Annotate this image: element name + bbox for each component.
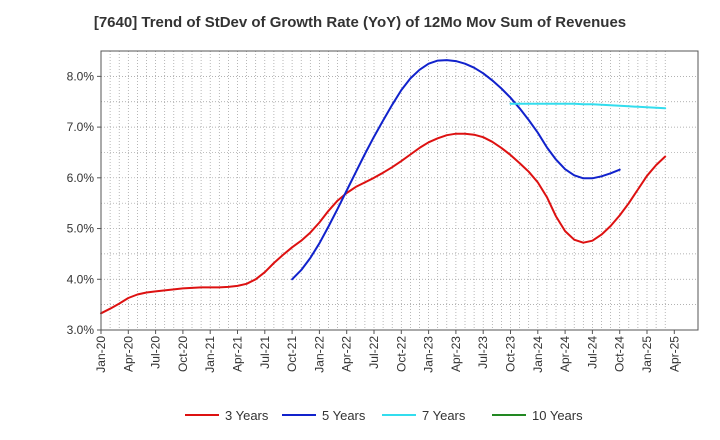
x-axis: Jan-20 Apr-20 Jul-20 Oct-20 Jan-21 Apr-21 Jul-… [94,330,681,373]
x-tick-label: Jul-21 [258,336,272,369]
x-tick-label: Jan-25 [640,336,654,373]
x-tick-label: Jul-22 [367,336,381,369]
x-tick-label: Apr-25 [667,336,681,372]
x-tick-label: Oct-23 [504,336,518,372]
chart-title: [7640] Trend of StDev of Growth Rate (Yo… [93,14,627,31]
x-tick-label: Jan-24 [531,336,545,373]
x-tick-label: Apr-21 [231,336,245,372]
series-line-7-years [509,102,667,110]
y-tick-label: 8.0% [67,69,95,83]
y-tick-label: 4.0% [67,272,95,286]
x-tick-label: Jul-24 [585,336,599,369]
series-line-5-years [291,59,621,281]
x-tick-label: Jan-22 [312,336,326,373]
x-tick-label: Jul-20 [149,336,163,369]
x-tick-label: Apr-23 [449,336,463,372]
y-tick-label: 7.0% [67,120,95,134]
x-tick-label: Apr-20 [121,336,135,372]
x-tick-label: Apr-24 [558,336,572,372]
x-tick-label: Jan-23 [422,336,436,373]
x-tick-label: Oct-22 [394,336,408,372]
x-tick-label: Oct-21 [285,336,299,372]
y-tick-label: 5.0% [67,222,95,236]
series-line-3-years [100,132,667,315]
plot-frame [100,50,699,331]
legend-label-10-years: 10 Years [532,408,583,423]
x-tick-label: Oct-24 [613,336,627,372]
y-tick-label: 6.0% [67,171,95,185]
legend-label-3-years: 3 Years [225,408,269,423]
plot-area [101,51,698,330]
x-tick-label: Apr-22 [340,336,354,372]
x-tick-label: Jan-21 [203,336,217,373]
y-axis: 3.0% 4.0% 5.0% 6.0% 7.0% 8.0% [67,69,101,337]
x-tick-label: Jan-20 [94,336,108,373]
y-tick-label: 3.0% [67,323,95,337]
legend-label-7-years: 7 Years [422,408,466,423]
x-tick-label: Jul-23 [476,336,490,369]
legend: 3 Years 5 Years 7 Years 10 Years [185,408,583,423]
legend-label-5-years: 5 Years [322,408,366,423]
series-layer [100,59,667,315]
x-tick-label: Oct-20 [176,336,190,372]
